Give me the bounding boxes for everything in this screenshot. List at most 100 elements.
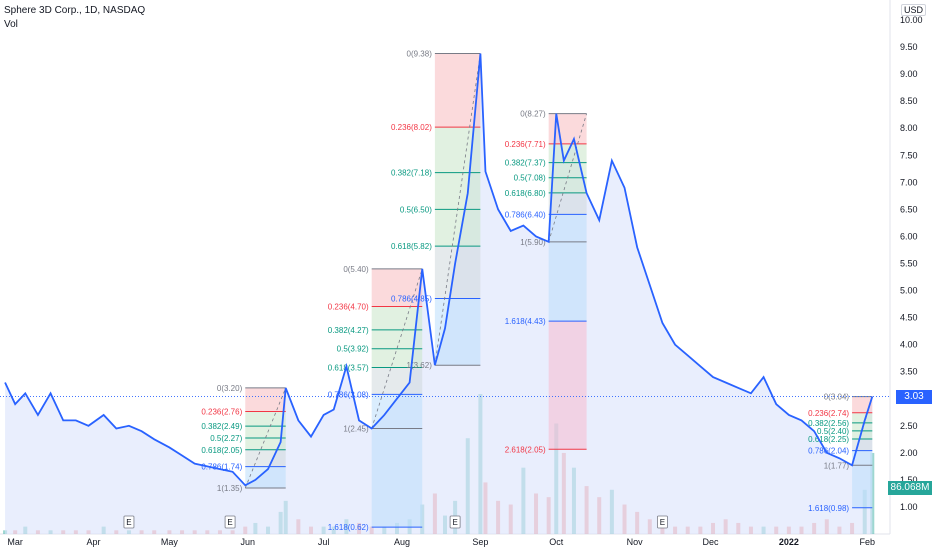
fib-zone xyxy=(548,177,587,193)
symbol-title[interactable]: Sphere 3D Corp., 1D, NASDAQ xyxy=(4,5,146,16)
fib-level-label: 0.5(2.40) xyxy=(817,427,849,436)
fib-zone xyxy=(434,298,481,366)
earnings-marker xyxy=(657,515,668,529)
fib-level-label: 0(3.04) xyxy=(824,393,850,402)
fib-zone xyxy=(548,214,587,242)
fib-level-label: 0.786(4.85) xyxy=(391,294,432,303)
currency-button[interactable]: USD xyxy=(900,4,926,16)
fib-level-label: 0.236(2.76) xyxy=(201,408,242,417)
time-tick-label: Aug xyxy=(394,537,410,547)
price-tick-label: 5.50 xyxy=(900,258,918,268)
price-area-fill xyxy=(5,53,873,535)
fib-zone xyxy=(245,466,286,489)
fib-zone xyxy=(245,411,286,427)
time-tick-label: Sep xyxy=(472,537,488,547)
fib-level-label: 0.382(4.27) xyxy=(328,326,369,335)
volume-tag: 86.068M xyxy=(888,481,932,495)
time-tick-label: Apr xyxy=(87,537,101,547)
fib-level-label: 0.236(2.74) xyxy=(808,409,849,418)
fib-zone xyxy=(548,241,587,322)
fib-trend-line xyxy=(548,113,587,242)
fib-level-label: 0.236(8.02) xyxy=(391,123,432,132)
fib-level-label: 1.618(4.43) xyxy=(505,317,546,326)
time-tick-label: Jun xyxy=(241,537,256,547)
fib-zone xyxy=(852,439,873,451)
fib-level-label: 2.618(2.05) xyxy=(505,445,546,454)
fib-level-label: 0.236(4.70) xyxy=(328,303,369,312)
time-tick-label: Nov xyxy=(627,537,644,547)
time-tick-label: Dec xyxy=(702,537,719,547)
price-tick-label: 10.00 xyxy=(900,15,923,25)
fib-zone xyxy=(548,321,587,450)
volume-label[interactable]: Vol xyxy=(4,19,18,30)
time-tick-label: May xyxy=(161,537,179,547)
price-tick-label: 1.00 xyxy=(900,502,918,512)
price-tick-label: 9.50 xyxy=(900,42,918,52)
fib-level-label: 0.786(6.40) xyxy=(505,210,546,219)
fib-zone xyxy=(371,367,423,395)
fib-level-label: 0.5(2.27) xyxy=(210,434,242,443)
fib-zone xyxy=(852,396,873,413)
fib-level-label: 0.382(7.37) xyxy=(505,159,546,168)
fib-zone xyxy=(245,387,286,412)
fib-level-label: 0.618(2.25) xyxy=(808,435,849,444)
fib-zone xyxy=(371,428,423,528)
earnings-marker-label: E xyxy=(227,518,232,527)
time-tick-label: Feb xyxy=(859,537,875,547)
fib-level-label: 0.786(3.08) xyxy=(328,390,369,399)
price-tick-label: 9.00 xyxy=(900,69,918,79)
earnings-marker xyxy=(224,515,236,529)
fib-zone xyxy=(548,162,587,178)
price-tick-label: 6.50 xyxy=(900,204,918,214)
fib-level-label: 1(1.35) xyxy=(217,484,243,493)
fib-level-label: 0.5(3.92) xyxy=(337,345,369,354)
time-tick-label: Oct xyxy=(549,537,564,547)
price-tick-label: 3.50 xyxy=(900,367,918,377)
fib-level-label: 0(5.40) xyxy=(343,265,369,274)
price-tick-label: 7.50 xyxy=(900,150,918,160)
earnings-marker-label: E xyxy=(660,518,665,527)
fib-level-label: 0.618(6.80) xyxy=(505,189,546,198)
price-tick-label: 8.50 xyxy=(900,96,918,106)
fib-level-label: 0.382(2.49) xyxy=(201,422,242,431)
fib-zone xyxy=(852,465,873,508)
fib-zone xyxy=(434,209,481,247)
price-tick-label: 5.00 xyxy=(900,286,918,296)
fib-level-label: 1(1.77) xyxy=(824,461,850,470)
fib-level-label: 0.786(2.04) xyxy=(808,447,849,456)
fib-level-label: 0(3.20) xyxy=(217,384,243,393)
fib-zone xyxy=(434,53,481,128)
fib-level-label: 0.786(1.74) xyxy=(201,463,242,472)
fib-zone xyxy=(245,449,286,467)
fib-zone xyxy=(852,412,873,423)
fib-level-label: 0.5(7.08) xyxy=(514,174,546,183)
price-tick-label: 2.50 xyxy=(900,421,918,431)
time-tick-label: 2022 xyxy=(779,537,799,547)
fib-zone xyxy=(434,172,481,210)
fib-trend-line xyxy=(434,53,481,366)
fib-level-label: 0.5(6.50) xyxy=(400,205,432,214)
fib-zone xyxy=(245,426,286,438)
price-tick-label: 2.00 xyxy=(900,448,918,458)
fib-level-label: 1.618(0.98) xyxy=(808,504,849,513)
fib-level-label: 0(8.27) xyxy=(520,110,546,119)
fib-level-label: 0.236(7.71) xyxy=(505,140,546,149)
time-tick-label: Jul xyxy=(318,537,330,547)
fib-trend-line xyxy=(371,268,423,429)
fib-level-label: 0.618(2.05) xyxy=(201,446,242,455)
price-tick-label: 4.00 xyxy=(900,340,918,350)
chart-legend: Sphere 3D Corp., 1D, NASDAQ Vol xyxy=(4,4,145,32)
price-tick-label: 1.50 xyxy=(900,475,918,485)
fib-zone xyxy=(371,348,423,368)
price-line xyxy=(4,53,874,487)
fib-level-label: 0(9.38) xyxy=(407,50,433,59)
price-tick-label: 7.00 xyxy=(900,177,918,187)
earnings-marker xyxy=(123,515,135,529)
fib-level-label: 1(5.90) xyxy=(520,238,546,247)
fib-zone xyxy=(371,329,423,349)
earnings-marker-label: E xyxy=(126,518,131,527)
price-tick-label: 4.50 xyxy=(900,313,918,323)
fib-level-label: 1.618(0.62) xyxy=(328,523,369,532)
